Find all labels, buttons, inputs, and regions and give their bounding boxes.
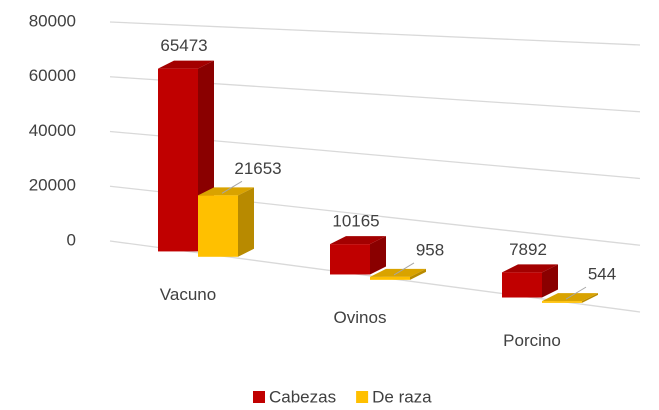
bar-top <box>158 60 214 69</box>
bar <box>542 301 582 303</box>
x-tick-label: Porcino <box>503 331 561 350</box>
legend-swatch <box>356 391 369 403</box>
grid-line <box>109 21 641 46</box>
y-tick-label: 40000 <box>29 121 76 140</box>
bar-top <box>330 236 386 245</box>
value-label: 958 <box>416 240 444 259</box>
x-tick-label: Vacuno <box>160 285 216 304</box>
value-label: 544 <box>588 265 616 284</box>
legend-label: De raza <box>372 387 432 406</box>
y-tick-label: 80000 <box>29 11 76 30</box>
bar <box>158 68 198 252</box>
bar <box>502 272 542 298</box>
bar-top <box>502 264 558 273</box>
bar <box>198 195 238 257</box>
bar <box>370 276 410 280</box>
legend-label: Cabezas <box>269 387 336 406</box>
value-label: 65473 <box>160 36 207 55</box>
y-tick-label: 0 <box>67 230 76 249</box>
y-tick-label: 60000 <box>29 66 76 85</box>
x-tick-label: Ovinos <box>334 308 387 327</box>
bar-side <box>370 236 386 275</box>
bar <box>330 244 370 275</box>
bar-side <box>238 187 254 257</box>
leader-line <box>393 262 415 276</box>
bar-side <box>582 293 598 303</box>
y-tick-label: 20000 <box>29 176 76 195</box>
bar-side <box>542 264 558 298</box>
value-label: 21653 <box>234 159 281 178</box>
value-label: 10165 <box>332 212 379 231</box>
leader-line <box>565 286 587 300</box>
legend-swatch <box>253 391 265 403</box>
leader-line <box>221 180 243 194</box>
bar-side <box>410 268 426 280</box>
value-label: 7892 <box>509 240 547 259</box>
